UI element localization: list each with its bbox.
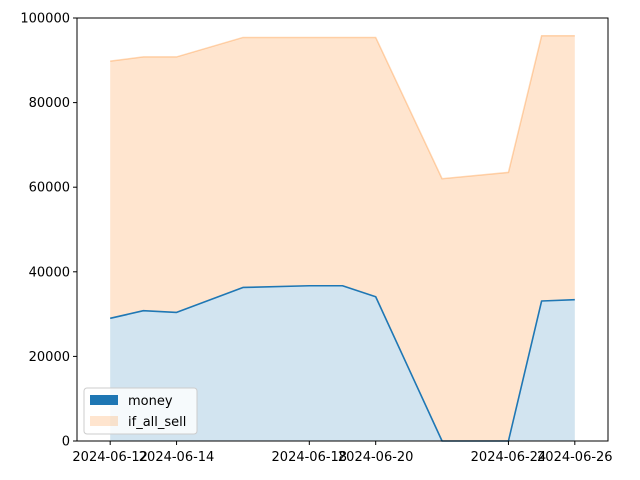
y-tick-label: 60000 xyxy=(29,181,70,196)
x-tick-label: 2024-06-14 xyxy=(139,450,215,465)
x-tick-label: 2024-06-20 xyxy=(338,450,414,465)
plot-frame xyxy=(76,17,609,442)
x-tick-label: 2024-06-26 xyxy=(537,450,613,465)
plot-area xyxy=(110,35,575,442)
legend: money if_all_sell xyxy=(83,387,198,435)
legend-label-if-all-sell: if_all_sell xyxy=(128,415,186,430)
y-tick-label: 100000 xyxy=(20,12,70,27)
legend-swatch-if-all-sell xyxy=(90,416,118,426)
legend-label-money: money xyxy=(128,394,173,409)
money-area xyxy=(110,285,575,441)
x-tick-label: 2024-06-18 xyxy=(272,450,348,465)
y-tick-label: 0 xyxy=(62,435,70,450)
if-all-sell-area xyxy=(110,35,575,442)
y-tick-label: 20000 xyxy=(29,350,70,365)
legend-swatch-money xyxy=(90,395,118,405)
y-tick-label: 80000 xyxy=(29,96,70,111)
x-tick-label: 2024-06-12 xyxy=(72,450,148,465)
y-tick-label: 40000 xyxy=(29,265,70,280)
x-tick-label: 2024-06-24 xyxy=(471,450,547,465)
